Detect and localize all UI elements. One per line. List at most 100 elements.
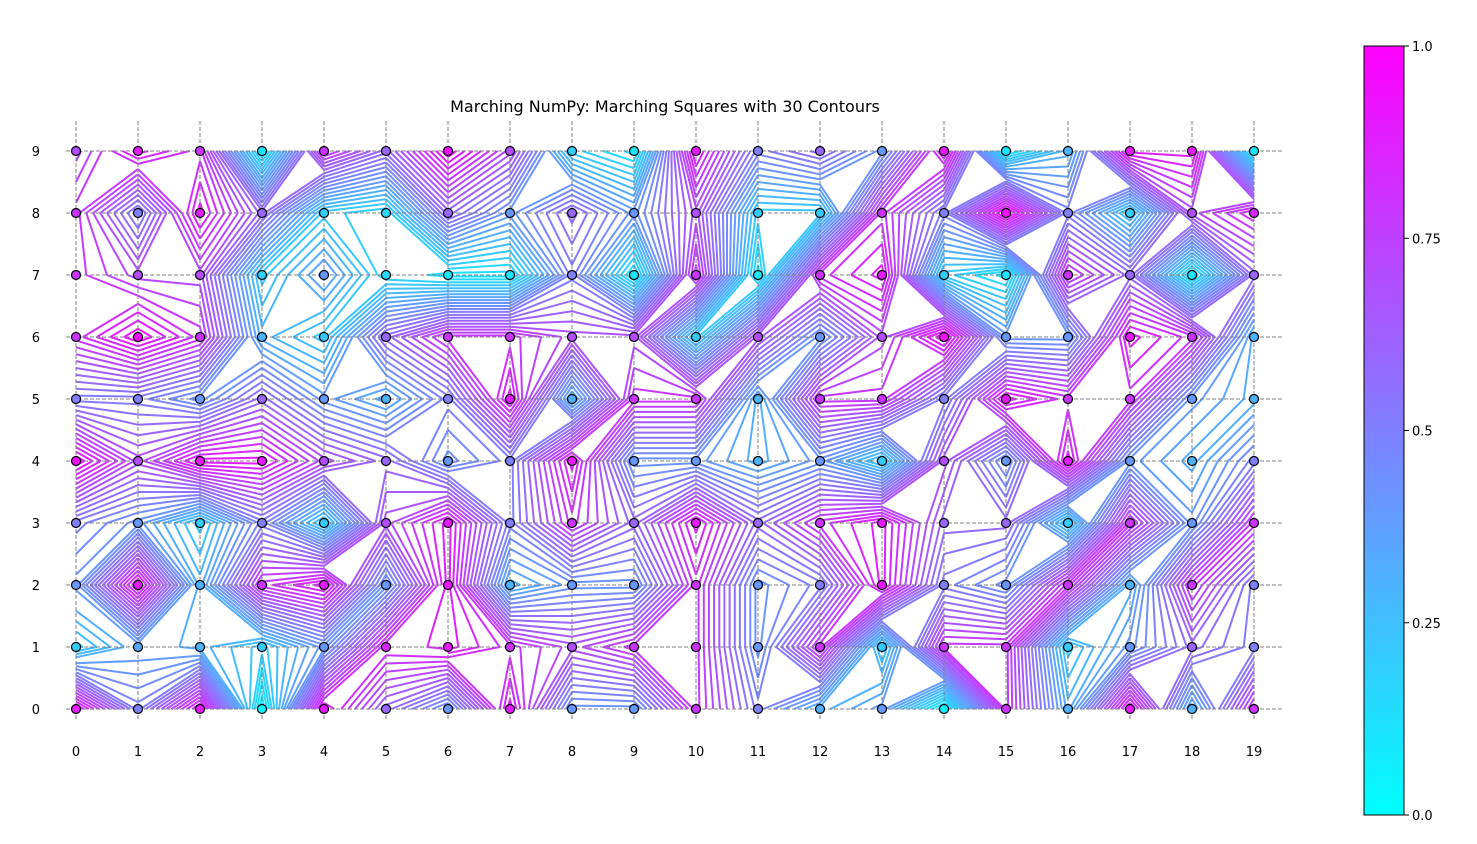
data-point [194, 269, 206, 281]
contour-level-18 [75, 150, 1255, 710]
data-point [752, 703, 764, 715]
data-point [442, 641, 454, 653]
data-point [194, 641, 206, 653]
colorbar: 0.0 0.25 0.5 0.75 1.0 [1363, 40, 1441, 824]
data-point [752, 269, 764, 281]
data-point [690, 207, 702, 219]
colorbar-gradient [1363, 45, 1405, 816]
x-tick-label: 2 [196, 745, 204, 760]
data-point [1062, 517, 1074, 529]
data-point [194, 703, 206, 715]
data-point [1062, 393, 1074, 405]
data-point [442, 331, 454, 343]
data-point [938, 269, 950, 281]
contour-level-10 [75, 150, 1255, 710]
data-point [442, 579, 454, 591]
data-point [504, 207, 516, 219]
data-point [938, 703, 950, 715]
contour-level-19 [75, 150, 1255, 710]
data-point [256, 145, 268, 157]
data-point [380, 641, 392, 653]
data-point [690, 517, 702, 529]
data-point [256, 703, 268, 715]
data-point [318, 455, 330, 467]
y-tick-label: 7 [32, 269, 40, 284]
contour-level-22 [75, 150, 1255, 710]
data-point [566, 145, 578, 157]
data-point [318, 641, 330, 653]
data-point [1000, 207, 1012, 219]
data-point [132, 331, 144, 343]
data-point [814, 455, 826, 467]
data-point [690, 269, 702, 281]
data-point [1248, 517, 1260, 529]
data-point [1062, 145, 1074, 157]
data-point [628, 393, 640, 405]
data-point [442, 703, 454, 715]
data-point [876, 269, 888, 281]
colorbar-tick-label: 0.75 [1412, 232, 1441, 247]
data-point [70, 517, 82, 529]
data-point [876, 207, 888, 219]
data-point [132, 207, 144, 219]
data-point [256, 269, 268, 281]
data-point [318, 269, 330, 281]
y-tick-label: 4 [32, 455, 40, 470]
contour-level-7 [75, 150, 1255, 710]
x-axis-ticks: 0 1 2 3 4 5 6 7 8 9 10 11 12 13 14 15 16 17 18 19 [72, 745, 1262, 760]
data-point [380, 455, 392, 467]
data-point [1248, 207, 1260, 219]
data-point [380, 579, 392, 591]
data-point [1124, 393, 1136, 405]
data-point [1062, 269, 1074, 281]
colorbar-tick-label: 0.25 [1412, 617, 1441, 632]
data-point [132, 455, 144, 467]
data-point [628, 641, 640, 653]
y-tick-label: 5 [32, 393, 40, 408]
data-point [70, 393, 82, 405]
data-point [690, 331, 702, 343]
data-point [752, 207, 764, 219]
data-point [70, 207, 82, 219]
data-point [70, 579, 82, 591]
data-point [814, 641, 826, 653]
data-point [1186, 455, 1198, 467]
data-point [380, 703, 392, 715]
data-point [380, 393, 392, 405]
data-point [1186, 703, 1198, 715]
data-point [566, 269, 578, 281]
data-point [504, 331, 516, 343]
plot-area [66, 121, 1284, 721]
contour-level-24 [75, 150, 1255, 710]
contour-level-5 [253, 150, 1255, 710]
y-tick-label: 8 [32, 207, 40, 222]
data-point [70, 455, 82, 467]
x-tick-label: 14 [936, 745, 953, 760]
data-point [628, 207, 640, 219]
contour-level-15 [75, 150, 1255, 710]
contour-level-8 [75, 150, 1255, 710]
data-point [1248, 579, 1260, 591]
data-point [70, 269, 82, 281]
x-tick-label: 18 [1184, 745, 1201, 760]
data-point [318, 703, 330, 715]
data-point [876, 579, 888, 591]
data-point [256, 641, 268, 653]
data-point [1000, 145, 1012, 157]
data-point [194, 579, 206, 591]
data-point [380, 517, 392, 529]
contour-level-17 [75, 150, 1255, 710]
data-point [1000, 393, 1012, 405]
x-tick-label: 4 [320, 745, 328, 760]
x-tick-label: 12 [812, 745, 829, 760]
x-tick-label: 15 [998, 745, 1015, 760]
data-point [752, 579, 764, 591]
data-point [504, 455, 516, 467]
data-point [876, 393, 888, 405]
x-tick-label: 16 [1060, 745, 1077, 760]
data-point [938, 207, 950, 219]
data-point [504, 269, 516, 281]
data-point [132, 641, 144, 653]
contour-level-9 [75, 150, 1255, 710]
data-point [1062, 579, 1074, 591]
